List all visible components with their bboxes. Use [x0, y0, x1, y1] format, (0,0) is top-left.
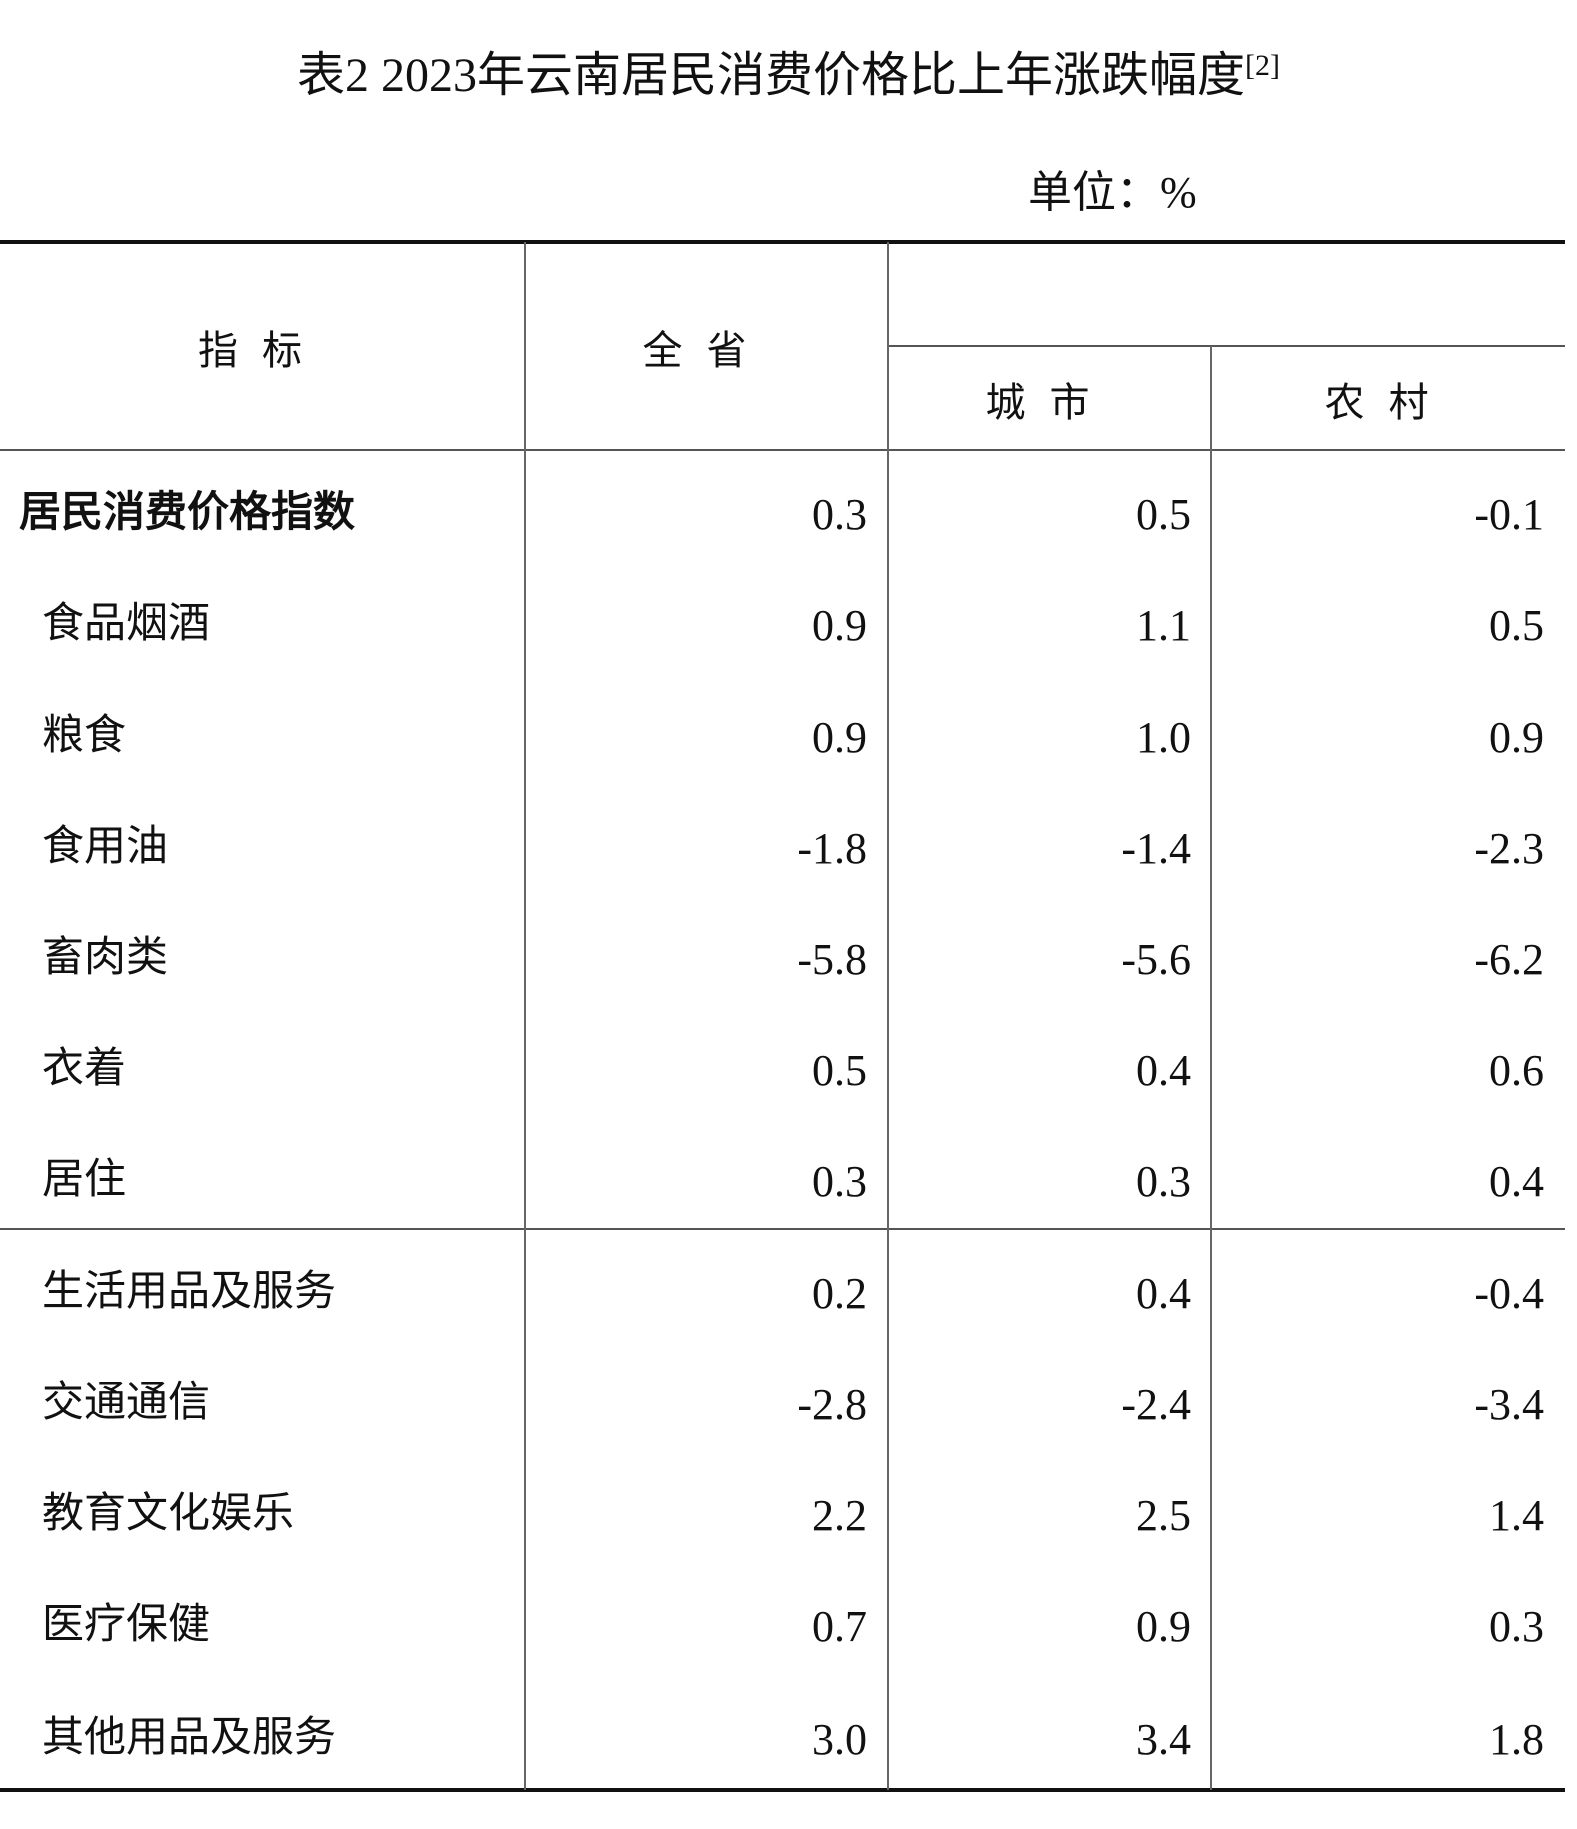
column-divider [1210, 346, 1212, 1790]
row-label: 交通通信 [42, 1380, 211, 1426]
cell-province: -1.8 [797, 824, 867, 873]
header-city: 城市 [985, 380, 1114, 425]
cell-city: -1.4 [1121, 824, 1191, 873]
cell-city: 0.5 [1136, 490, 1191, 539]
cell-city: 1.1 [1136, 601, 1191, 650]
row-label: 畜肉类 [42, 935, 169, 981]
cell-rural: -3.4 [1474, 1380, 1544, 1429]
cell-province: -2.8 [797, 1380, 867, 1429]
row-label: 衣着 [42, 1046, 127, 1092]
row-label: 教育文化娱乐 [42, 1491, 295, 1537]
cell-city: -2.4 [1121, 1380, 1191, 1429]
cell-rural: -6.2 [1474, 935, 1544, 984]
cell-city: 0.3 [1136, 1157, 1191, 1206]
cell-province: 0.5 [812, 1046, 867, 1095]
cell-rural: 1.8 [1489, 1715, 1544, 1764]
cell-rural: 0.4 [1489, 1157, 1544, 1206]
cell-province: 0.9 [812, 601, 867, 650]
cell-rural: 1.4 [1489, 1491, 1544, 1540]
table-title: 表2 2023年云南居民消费价格比上年涨跌幅度[2] [0, 46, 1577, 106]
cell-rural: 0.5 [1489, 601, 1544, 650]
header-rural: 农村 [1324, 380, 1453, 425]
bottom-rule [0, 1788, 1565, 1792]
row-label: 其他用品及服务 [42, 1715, 337, 1761]
cell-province: 0.9 [812, 713, 867, 762]
cell-city: -5.6 [1121, 935, 1191, 984]
cell-city: 3.4 [1136, 1715, 1191, 1764]
row-label: 食品烟酒 [42, 601, 211, 647]
cell-rural: 0.3 [1489, 1602, 1544, 1651]
cell-city: 1.0 [1136, 713, 1191, 762]
cell-rural: 0.6 [1489, 1046, 1544, 1095]
cell-province: 2.2 [812, 1491, 867, 1540]
column-divider [887, 242, 889, 1790]
cell-rural: -2.3 [1474, 824, 1544, 873]
cell-city: 0.4 [1136, 1046, 1191, 1095]
cell-province: -5.8 [797, 935, 867, 984]
top-rule [0, 240, 1565, 244]
header-rule [0, 449, 1565, 451]
unit-label: 单位：% [1028, 168, 1197, 217]
cell-rural: 0.9 [1489, 713, 1544, 762]
cell-city: 0.4 [1136, 1269, 1191, 1318]
footnote-ref: [2] [1245, 49, 1280, 82]
cell-city: 2.5 [1136, 1491, 1191, 1540]
cell-rural: -0.1 [1474, 490, 1544, 539]
row-label: 居民消费价格指数 [19, 490, 356, 536]
subheader-rule [888, 345, 1565, 347]
cell-province: 3.0 [812, 1715, 867, 1764]
title-text: 表2 2023年云南居民消费价格比上年涨跌幅度 [297, 49, 1246, 102]
row-label: 生活用品及服务 [42, 1269, 337, 1315]
cell-city: 0.9 [1136, 1602, 1191, 1651]
cell-province: 0.2 [812, 1269, 867, 1318]
row-label: 食用油 [42, 824, 169, 870]
header-province: 全省 [642, 328, 771, 373]
cell-province: 0.3 [812, 490, 867, 539]
header-indicator: 指标 [198, 328, 326, 373]
cell-rural: -0.4 [1474, 1269, 1544, 1318]
row-label: 居住 [42, 1157, 127, 1203]
cell-province: 0.3 [812, 1157, 867, 1206]
row-label: 医疗保健 [42, 1602, 211, 1648]
cell-province: 0.7 [812, 1602, 867, 1651]
column-divider [524, 242, 526, 1790]
group-divider [0, 1228, 1565, 1230]
row-label: 粮食 [42, 713, 127, 759]
